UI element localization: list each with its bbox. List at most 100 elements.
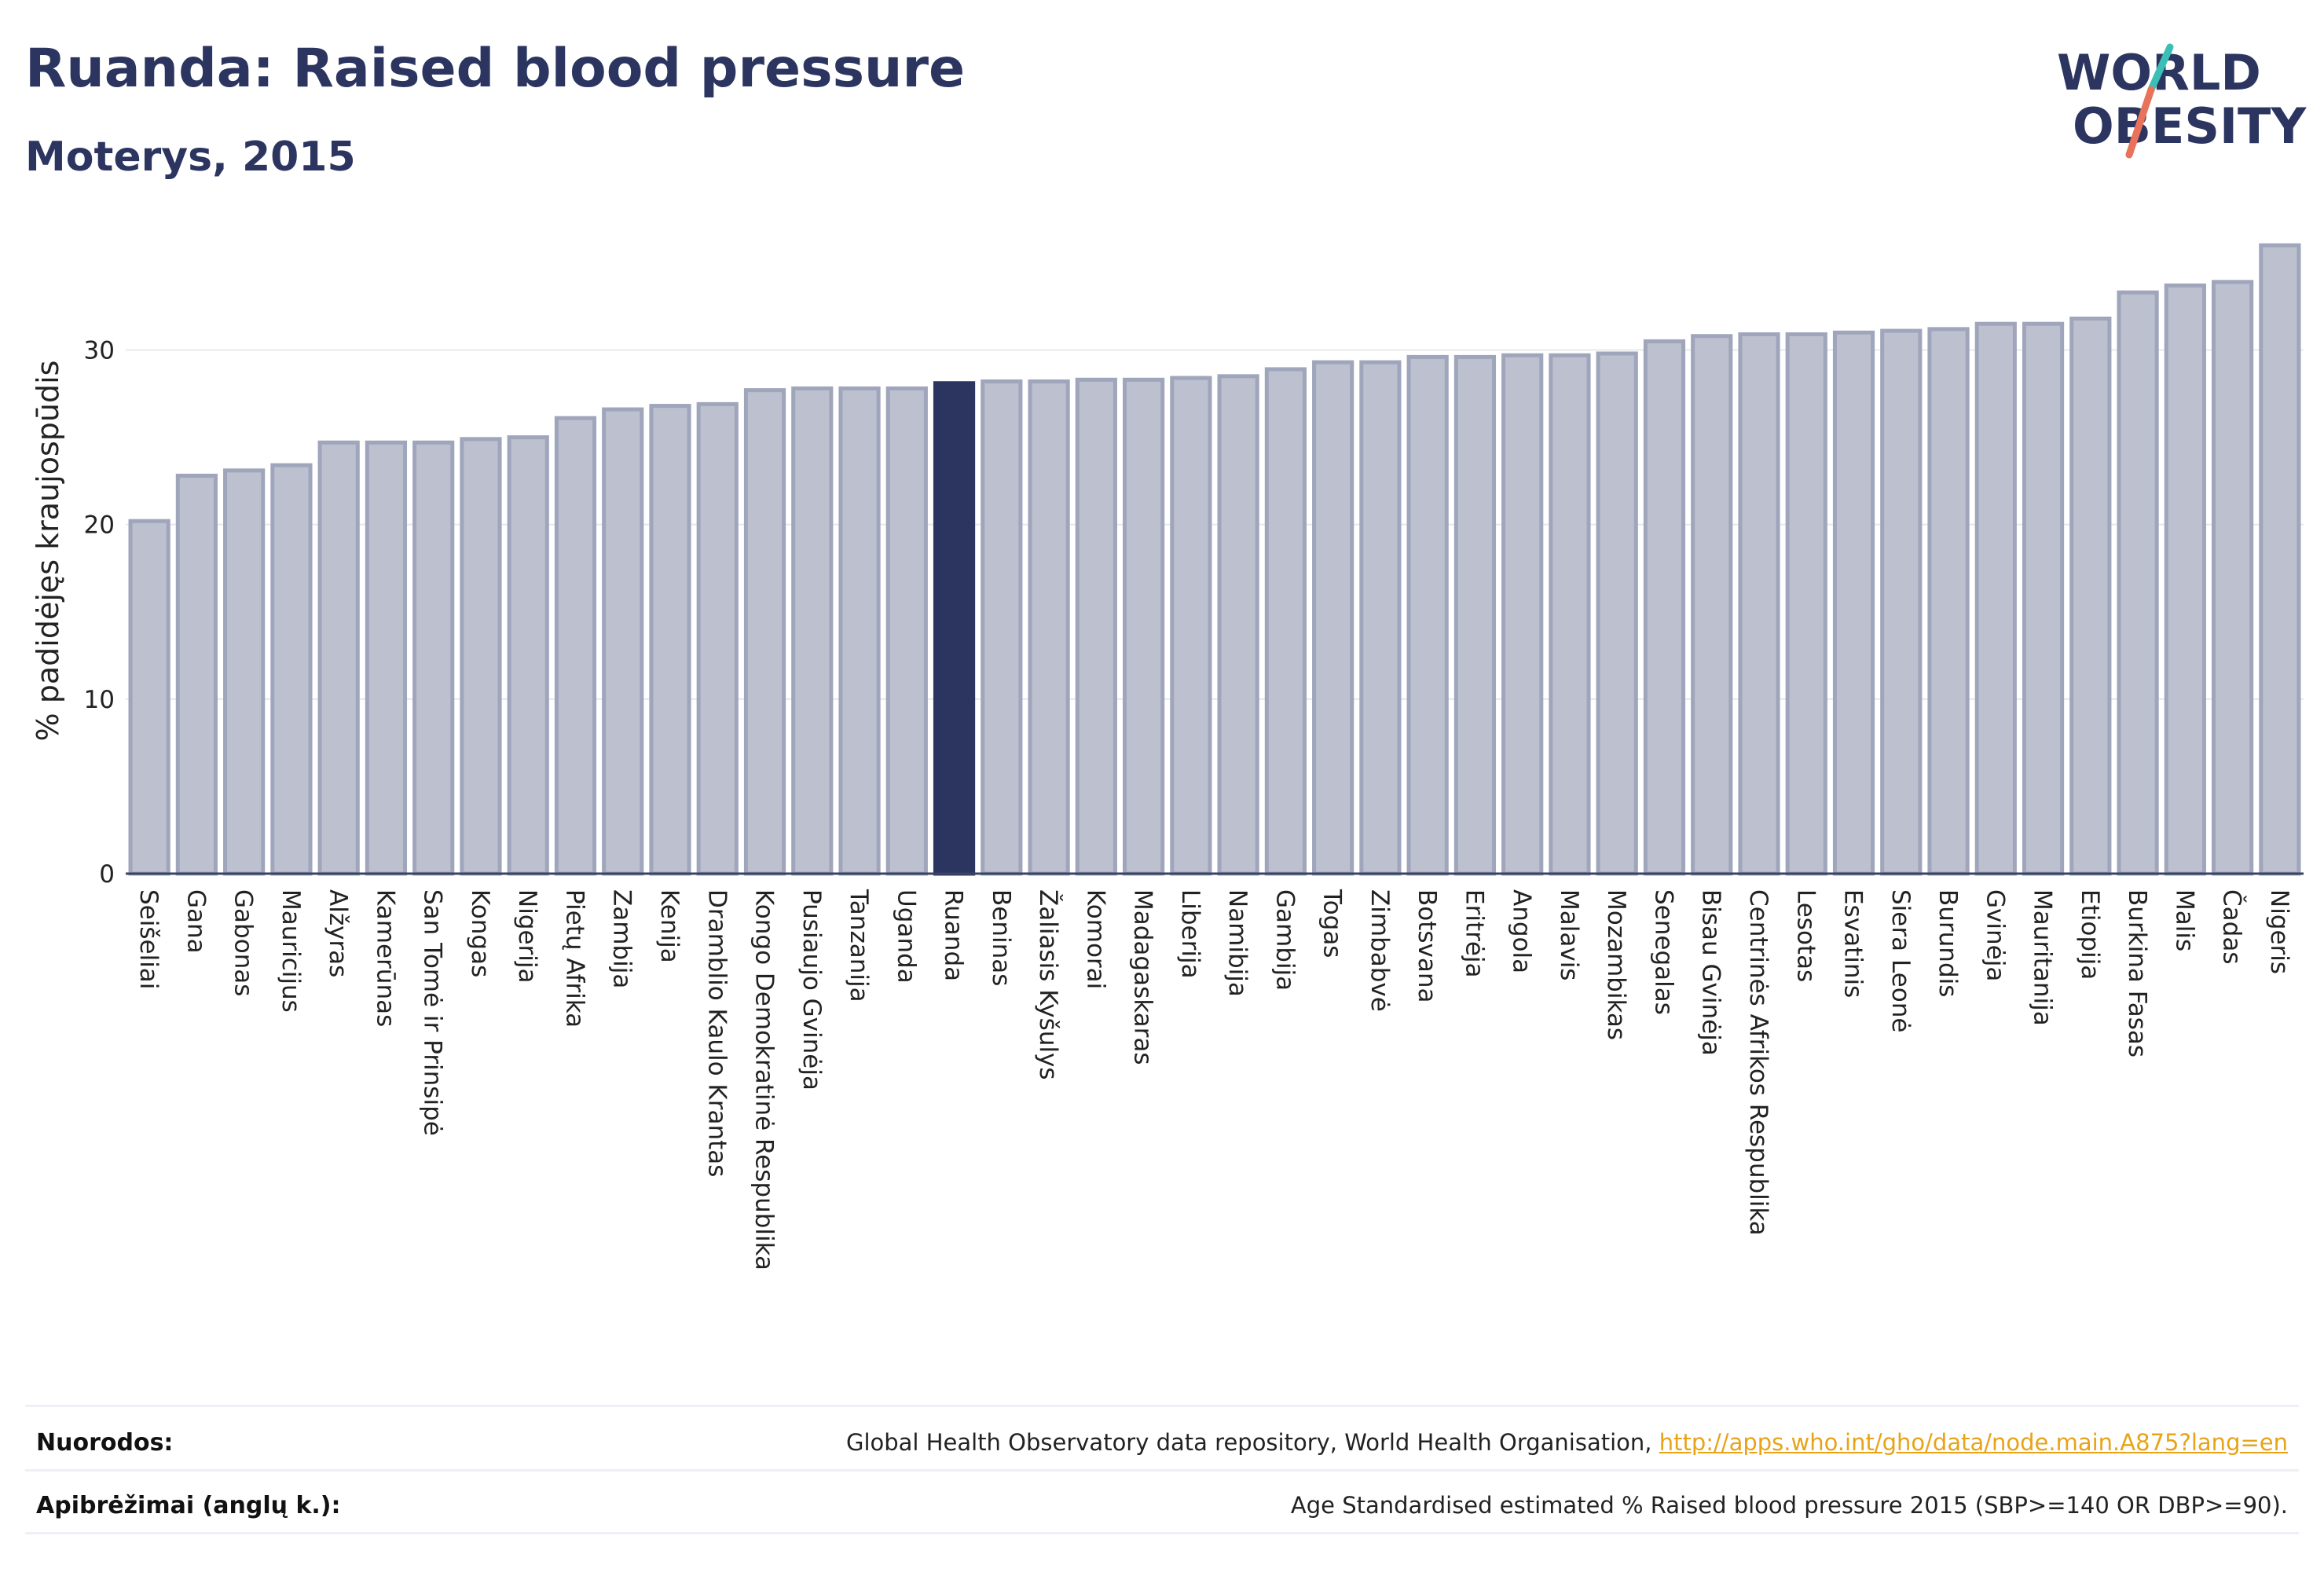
x-tick-label: Pusiaujo Gvinėja: [797, 889, 826, 1090]
x-tick-label: Senegalas: [1649, 889, 1677, 1015]
bar: [1217, 374, 1259, 876]
x-tick-label: Gvinėja: [1981, 889, 2009, 981]
bar: [2022, 321, 2065, 876]
x-tick-label: Ruanda: [940, 889, 968, 981]
bar: [175, 473, 218, 876]
footer-definitions-row: Apibrėžimai (anglų k.): Age Standardised…: [36, 1482, 2288, 1529]
logo-line2: OBESITY: [2073, 97, 2307, 155]
y-axis-title: % padidėjęs kraujospūdis: [31, 361, 65, 742]
x-tick-label: Mauricijus: [277, 889, 305, 1013]
x-tick-label: Gambija: [1270, 889, 1299, 991]
x-tick-label: Esvatinis: [1839, 889, 1868, 998]
x-tick-label: Gabonas: [229, 889, 258, 996]
x-tick-label: Togas: [1318, 889, 1347, 958]
bar: [1123, 377, 1165, 876]
x-tick-label: Pietų Afrika: [560, 889, 588, 1028]
bar-chart: 0 10 20 30 % padidėjęs kraujospūdis Seišeliai…: [31, 243, 2304, 1270]
x-tick-label: Kongo Demokratinė Respublika: [750, 889, 779, 1270]
world-obesity-logo: WORLD OBESITY: [2057, 43, 2307, 159]
sources-text: Global Health Observatory data repositor…: [845, 1429, 1652, 1456]
bar: [554, 416, 597, 876]
logo-slash-coral: [2125, 86, 2155, 159]
x-tick-label: Žaliasis Kyšulys: [1034, 889, 1062, 1080]
x-tick-label: Liberija: [1176, 889, 1204, 979]
bar: [2069, 317, 2112, 876]
x-tick-label: Uganda: [892, 889, 920, 984]
bar: [743, 388, 786, 876]
bar: [1785, 332, 1827, 876]
x-tick-label: Čadas: [2218, 889, 2247, 964]
x-tick-label: Etiopija: [2076, 889, 2104, 980]
bar: [1028, 379, 1070, 876]
bar: [1453, 354, 1497, 876]
x-tick-label: Kenija: [655, 889, 684, 963]
x-tick-label: Zimbabvė: [1365, 889, 1394, 1012]
bar: [1549, 353, 1591, 876]
x-tick-label: Botsvana: [1413, 889, 1441, 1003]
bar: [602, 407, 644, 876]
bar: [1974, 321, 2017, 876]
bar: [460, 437, 502, 876]
bar: [2212, 280, 2254, 876]
bar: [365, 440, 408, 876]
bar: [1832, 330, 1875, 876]
chart-title: Ruanda: Raised blood pressure: [25, 38, 966, 100]
x-tick-label: Beninas: [987, 889, 1015, 986]
x-tick-label: Alžyras: [324, 889, 352, 977]
bar: [1643, 339, 1686, 876]
x-tick-label: Centrinės Afrikos Respublika: [1744, 889, 1772, 1236]
y-tick-label: 30: [84, 337, 115, 365]
x-tick-label: Eritrėja: [1460, 889, 1488, 978]
x-tick-label: Mozambikas: [1602, 889, 1630, 1040]
bar: [1312, 360, 1354, 876]
bar: [838, 386, 881, 876]
x-tick-label: Zambija: [608, 889, 636, 988]
bar: [933, 381, 976, 876]
x-tick-label: Siera Leonė: [1886, 889, 1915, 1032]
x-tick-label: Mauritanija: [2029, 889, 2057, 1026]
definitions-label: Apibrėžimai (anglų k.):: [36, 1491, 341, 1519]
bar: [1406, 354, 1449, 876]
bar: [317, 440, 360, 876]
bar: [649, 404, 691, 876]
x-tick-label: Bisau Gvinėja: [1697, 889, 1725, 1056]
bar: [885, 386, 928, 876]
sources-label: Nuorodos:: [36, 1428, 174, 1457]
x-tick-label: Kamerūnas: [371, 889, 399, 1027]
x-tick-label: Namibija: [1223, 889, 1252, 997]
logo-slash-teal: [2147, 43, 2174, 93]
footer-sources-row: Nuorodos: Global Health Observatory data…: [36, 1419, 2288, 1466]
y-tick-label: 0: [99, 860, 115, 889]
y-tick-label: 10: [84, 686, 115, 714]
definitions-text: Age Standardised estimated % Raised bloo…: [1290, 1492, 2288, 1519]
bar: [2164, 283, 2206, 876]
bar: [791, 386, 834, 876]
bar: [128, 519, 170, 876]
x-tick-label: Seišeliai: [134, 889, 163, 989]
bar: [1264, 367, 1307, 876]
x-tick-label: Komorai: [1081, 889, 1109, 989]
sources-value: Global Health Observatory data repositor…: [846, 1429, 2288, 1456]
x-tick-label: Madagaskaras: [1129, 889, 1157, 1065]
bar: [412, 440, 455, 876]
bar: [1880, 328, 1923, 876]
footer-divider-top: [25, 1405, 2299, 1407]
bar: [696, 401, 739, 876]
sources-link[interactable]: http://apps.who.int/gho/data/node.main.A…: [1659, 1429, 2288, 1456]
bar: [507, 435, 549, 876]
x-tick-label: Kongas: [466, 889, 494, 977]
x-tick-label: Tanzanija: [845, 889, 873, 1002]
x-tick-label: Lesotas: [1791, 889, 1820, 982]
bar: [1170, 376, 1212, 876]
x-tick-label: Nigerija: [513, 889, 541, 984]
x-tick-label: Nigeris: [2265, 889, 2293, 974]
x-tick-label: Malavis: [1555, 889, 1583, 980]
footer-divider-middle: [25, 1469, 2299, 1472]
bar: [270, 463, 313, 876]
x-tick-label: Burundis: [1934, 889, 1962, 997]
x-tick-label: Dramblio Kaulo Krantas: [702, 889, 731, 1177]
y-tick-label: 20: [84, 511, 115, 540]
bar: [1075, 377, 1117, 876]
x-tick-label: Gana: [181, 889, 210, 954]
bar: [1927, 327, 1970, 876]
